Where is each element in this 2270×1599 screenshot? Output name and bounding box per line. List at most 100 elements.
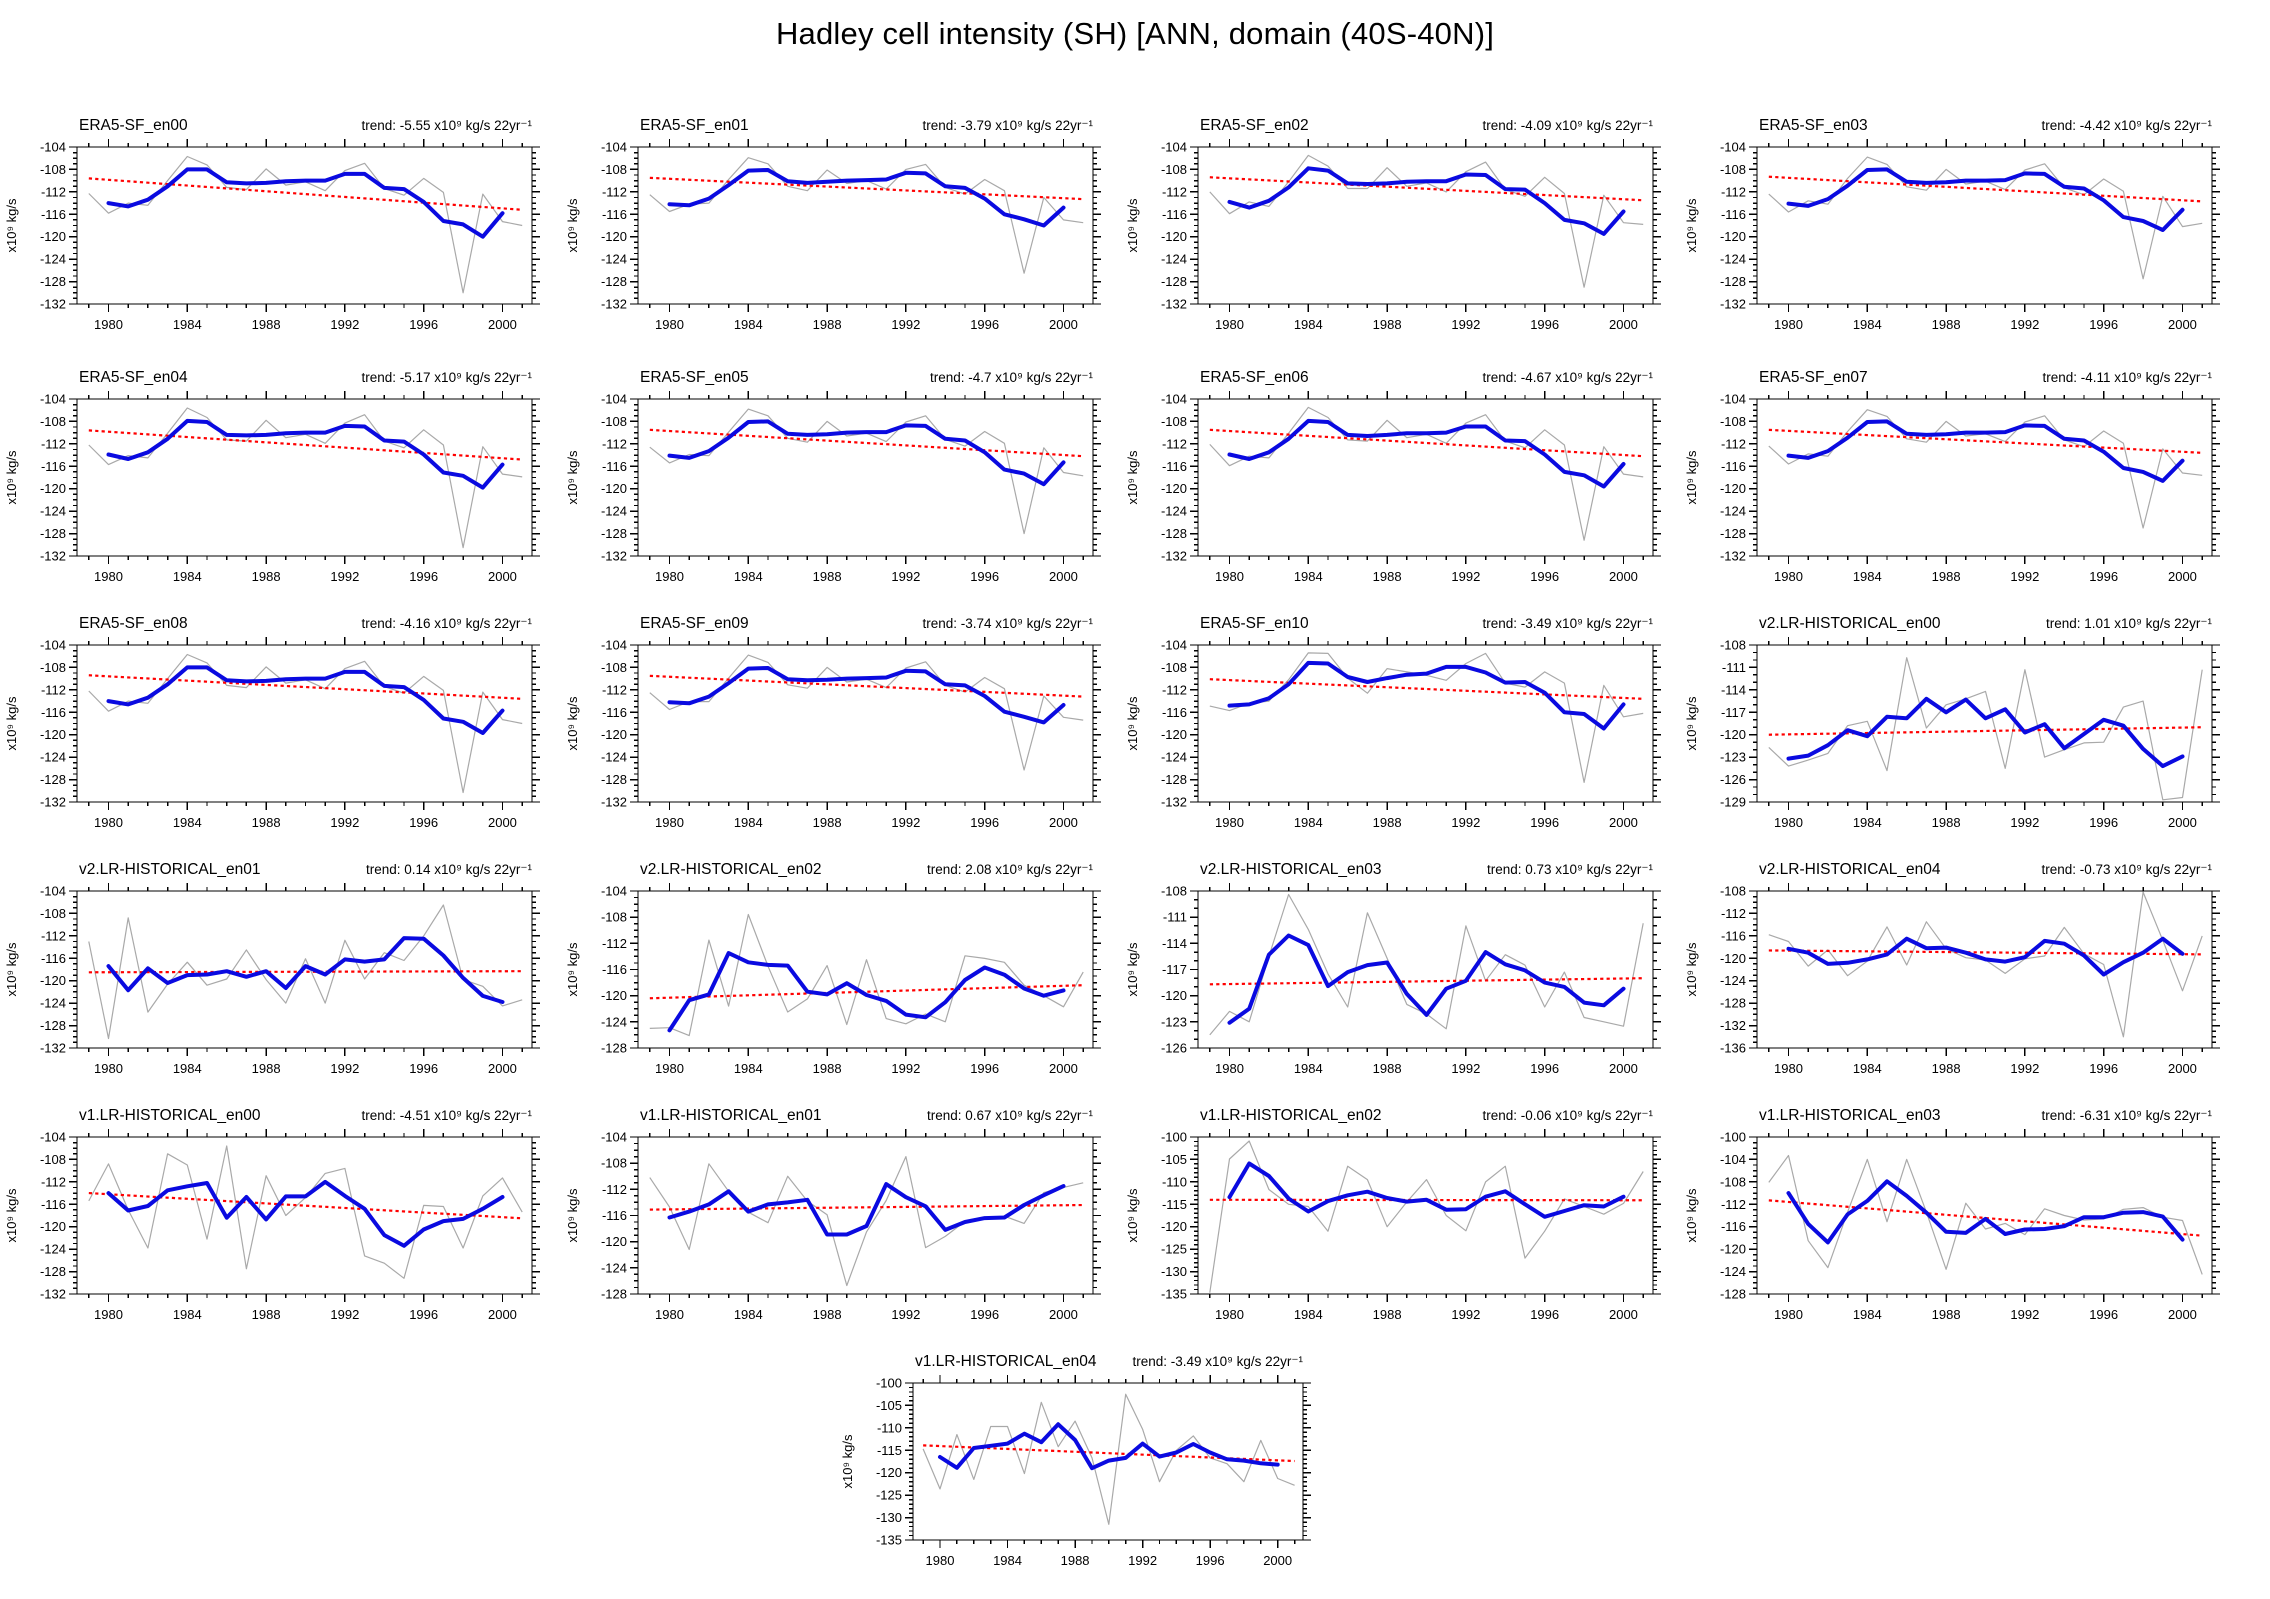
x-tick-label: 1996 (409, 815, 438, 830)
x-tick-label: 1984 (734, 569, 763, 584)
y-axis (630, 1136, 1101, 1295)
panel-v2.LR-HISTORICAL_en04: v2.LR-HISTORICAL_en04 trend: -0.73 x10⁹ k… (1682, 841, 2242, 1093)
axes (630, 139, 1101, 312)
tick-labels: 1980 1984 1988 1992 1996 2000 -126 -123 -120 -117… (1161, 884, 1638, 1077)
panel-title: v1.LR-HISTORICAL_en04 (915, 1353, 1097, 1370)
x-axis (1209, 391, 1644, 564)
y-tick-label: -123 (1161, 1014, 1187, 1029)
y-tick-label: -120 (40, 1219, 66, 1234)
y-tick-label: -124 (40, 252, 66, 267)
x-tick-label: 2000 (1049, 317, 1078, 332)
x-tick-label: 1996 (409, 1061, 438, 1076)
tick-labels: 1980 1984 1988 1992 1996 2000 -135 -130 -125 -120… (1161, 1130, 1638, 1323)
y-tick-label: -116 (602, 207, 627, 222)
y-tick-label: -104 (601, 1130, 627, 1145)
x-tick-label: 1980 (655, 1061, 684, 1076)
tick-labels: 1980 1984 1988 1992 1996 2000 -132 -128 -124 -120… (1720, 140, 2197, 333)
x-tick-label: 1992 (1451, 1307, 1480, 1322)
smoothed-series-line (106, 167, 505, 239)
plot-frame (912, 1382, 1304, 1541)
chart-canvas: v1.LR-HISTORICAL_en01 trend: 0.67 x10⁹ kg… (565, 1107, 1101, 1322)
panel-title: v2.LR-HISTORICAL_en04 (1759, 861, 1941, 878)
y-tick-label: -124 (1720, 252, 1746, 267)
x-tick-label: 1988 (1373, 569, 1402, 584)
y-tick-label: -128 (1161, 274, 1187, 289)
axes (905, 1375, 1311, 1548)
y-tick-label: -123 (1720, 750, 1746, 765)
panel-ERA5-SF_en04: ERA5-SF_en04 trend: -5.17 x10⁹ kg/s 22yr⁻… (2, 349, 562, 601)
x-tick-label: 1988 (813, 1307, 842, 1322)
trend-label: trend: -3.79 x10⁹ kg/s 22yr⁻¹ (923, 118, 1094, 133)
x-tick-label: 2000 (1609, 1307, 1638, 1322)
raw-series-line (88, 904, 523, 1040)
y-tick-label: -117 (1721, 705, 1746, 720)
plot-frame (1756, 890, 2213, 1049)
x-tick-label: 1984 (1294, 815, 1323, 830)
chart-canvas: ERA5-SF_en04 trend: -5.17 x10⁹ kg/s 22yr⁻… (4, 369, 540, 584)
y-tick-label: -100 (1720, 1130, 1746, 1145)
chart-canvas: v2.LR-HISTORICAL_en04 trend: -0.73 x10⁹ k… (1684, 861, 2220, 1076)
y-tick-label: -124 (1720, 1264, 1746, 1279)
y-axis-label: x10⁹ kg/s (4, 1188, 19, 1242)
axes (69, 391, 540, 564)
panel-title: ERA5-SF_en09 (640, 615, 749, 632)
y-tick-label: -108 (1720, 162, 1746, 177)
x-tick-label: 1988 (252, 317, 281, 332)
x-tick-label: 1992 (1451, 1061, 1480, 1076)
x-axis (1768, 637, 2203, 810)
trend-line (649, 984, 1084, 1000)
x-tick-label: 1984 (734, 1307, 763, 1322)
y-tick-label: -112 (1721, 436, 1746, 451)
tick-labels: 1980 1984 1988 1992 1996 2000 -132 -128 -124 -120… (601, 140, 1078, 333)
panel-v1.LR-HISTORICAL_en01: v1.LR-HISTORICAL_en01 trend: 0.67 x10⁹ kg… (563, 1087, 1123, 1339)
y-axis-label: x10⁹ kg/s (1684, 450, 1699, 504)
chart-canvas: v1.LR-HISTORICAL_en00 trend: -4.51 x10⁹ k… (4, 1107, 540, 1322)
x-axis (649, 883, 1084, 1056)
x-tick-label: 1992 (2010, 815, 2039, 830)
x-tick-label: 2000 (1609, 1061, 1638, 1076)
y-tick-label: -124 (40, 504, 66, 519)
axes (1190, 139, 1661, 312)
axes (1190, 391, 1661, 564)
x-tick-label: 1980 (1774, 569, 1803, 584)
y-tick-label: -116 (602, 705, 627, 720)
panel-title: ERA5-SF_en03 (1759, 117, 1868, 134)
chart-canvas: ERA5-SF_en09 trend: -3.74 x10⁹ kg/s 22yr⁻… (565, 615, 1101, 830)
plot-frame (637, 644, 1094, 803)
y-tick-label: -124 (601, 504, 627, 519)
y-tick-label: -112 (41, 1174, 66, 1189)
x-axis (649, 637, 1084, 810)
panel-v1.LR-HISTORICAL_en03: v1.LR-HISTORICAL_en03 trend: -6.31 x10⁹ k… (1682, 1087, 2242, 1339)
y-tick-label: -110 (877, 1420, 902, 1435)
x-tick-label: 1984 (173, 317, 202, 332)
y-axis (1749, 398, 2220, 557)
x-tick-label: 1988 (252, 1061, 281, 1076)
panel-title: ERA5-SF_en02 (1200, 117, 1309, 134)
x-tick-label: 2000 (1609, 815, 1638, 830)
axes (1749, 637, 2220, 810)
y-tick-label: -117 (1162, 962, 1187, 977)
x-tick-label: 1988 (1373, 1307, 1402, 1322)
plot-frame (637, 146, 1094, 305)
y-tick-label: -108 (601, 1156, 627, 1171)
x-tick-label: 1996 (970, 815, 999, 830)
trend-label: trend: 0.67 x10⁹ kg/s 22yr⁻¹ (927, 1108, 1093, 1123)
x-tick-label: 1996 (1196, 1553, 1225, 1568)
x-tick-label: 1988 (813, 815, 842, 830)
x-tick-label: 1996 (970, 317, 999, 332)
trend-label: trend: -0.73 x10⁹ kg/s 22yr⁻¹ (2042, 862, 2213, 877)
y-tick-label: -124 (1161, 504, 1187, 519)
y-tick-label: -108 (1720, 638, 1746, 653)
y-tick-label: -112 (1162, 184, 1187, 199)
raw-series-line (1768, 657, 2203, 801)
y-tick-label: -132 (40, 1041, 66, 1056)
panel-ERA5-SF_en08: ERA5-SF_en08 trend: -4.16 x10⁹ kg/s 22yr⁻… (2, 595, 562, 847)
y-tick-label: -104 (1720, 140, 1746, 155)
smoothed-series-line (938, 1422, 1280, 1471)
plot-frame (1756, 644, 2213, 803)
trend-line (1209, 678, 1644, 700)
x-axis (1209, 637, 1644, 810)
y-tick-label: -120 (1161, 988, 1187, 1003)
chart-canvas: ERA5-SF_en02 trend: -4.09 x10⁹ kg/s 22yr⁻… (1125, 117, 1661, 332)
smoothed-series-line (1227, 418, 1626, 489)
